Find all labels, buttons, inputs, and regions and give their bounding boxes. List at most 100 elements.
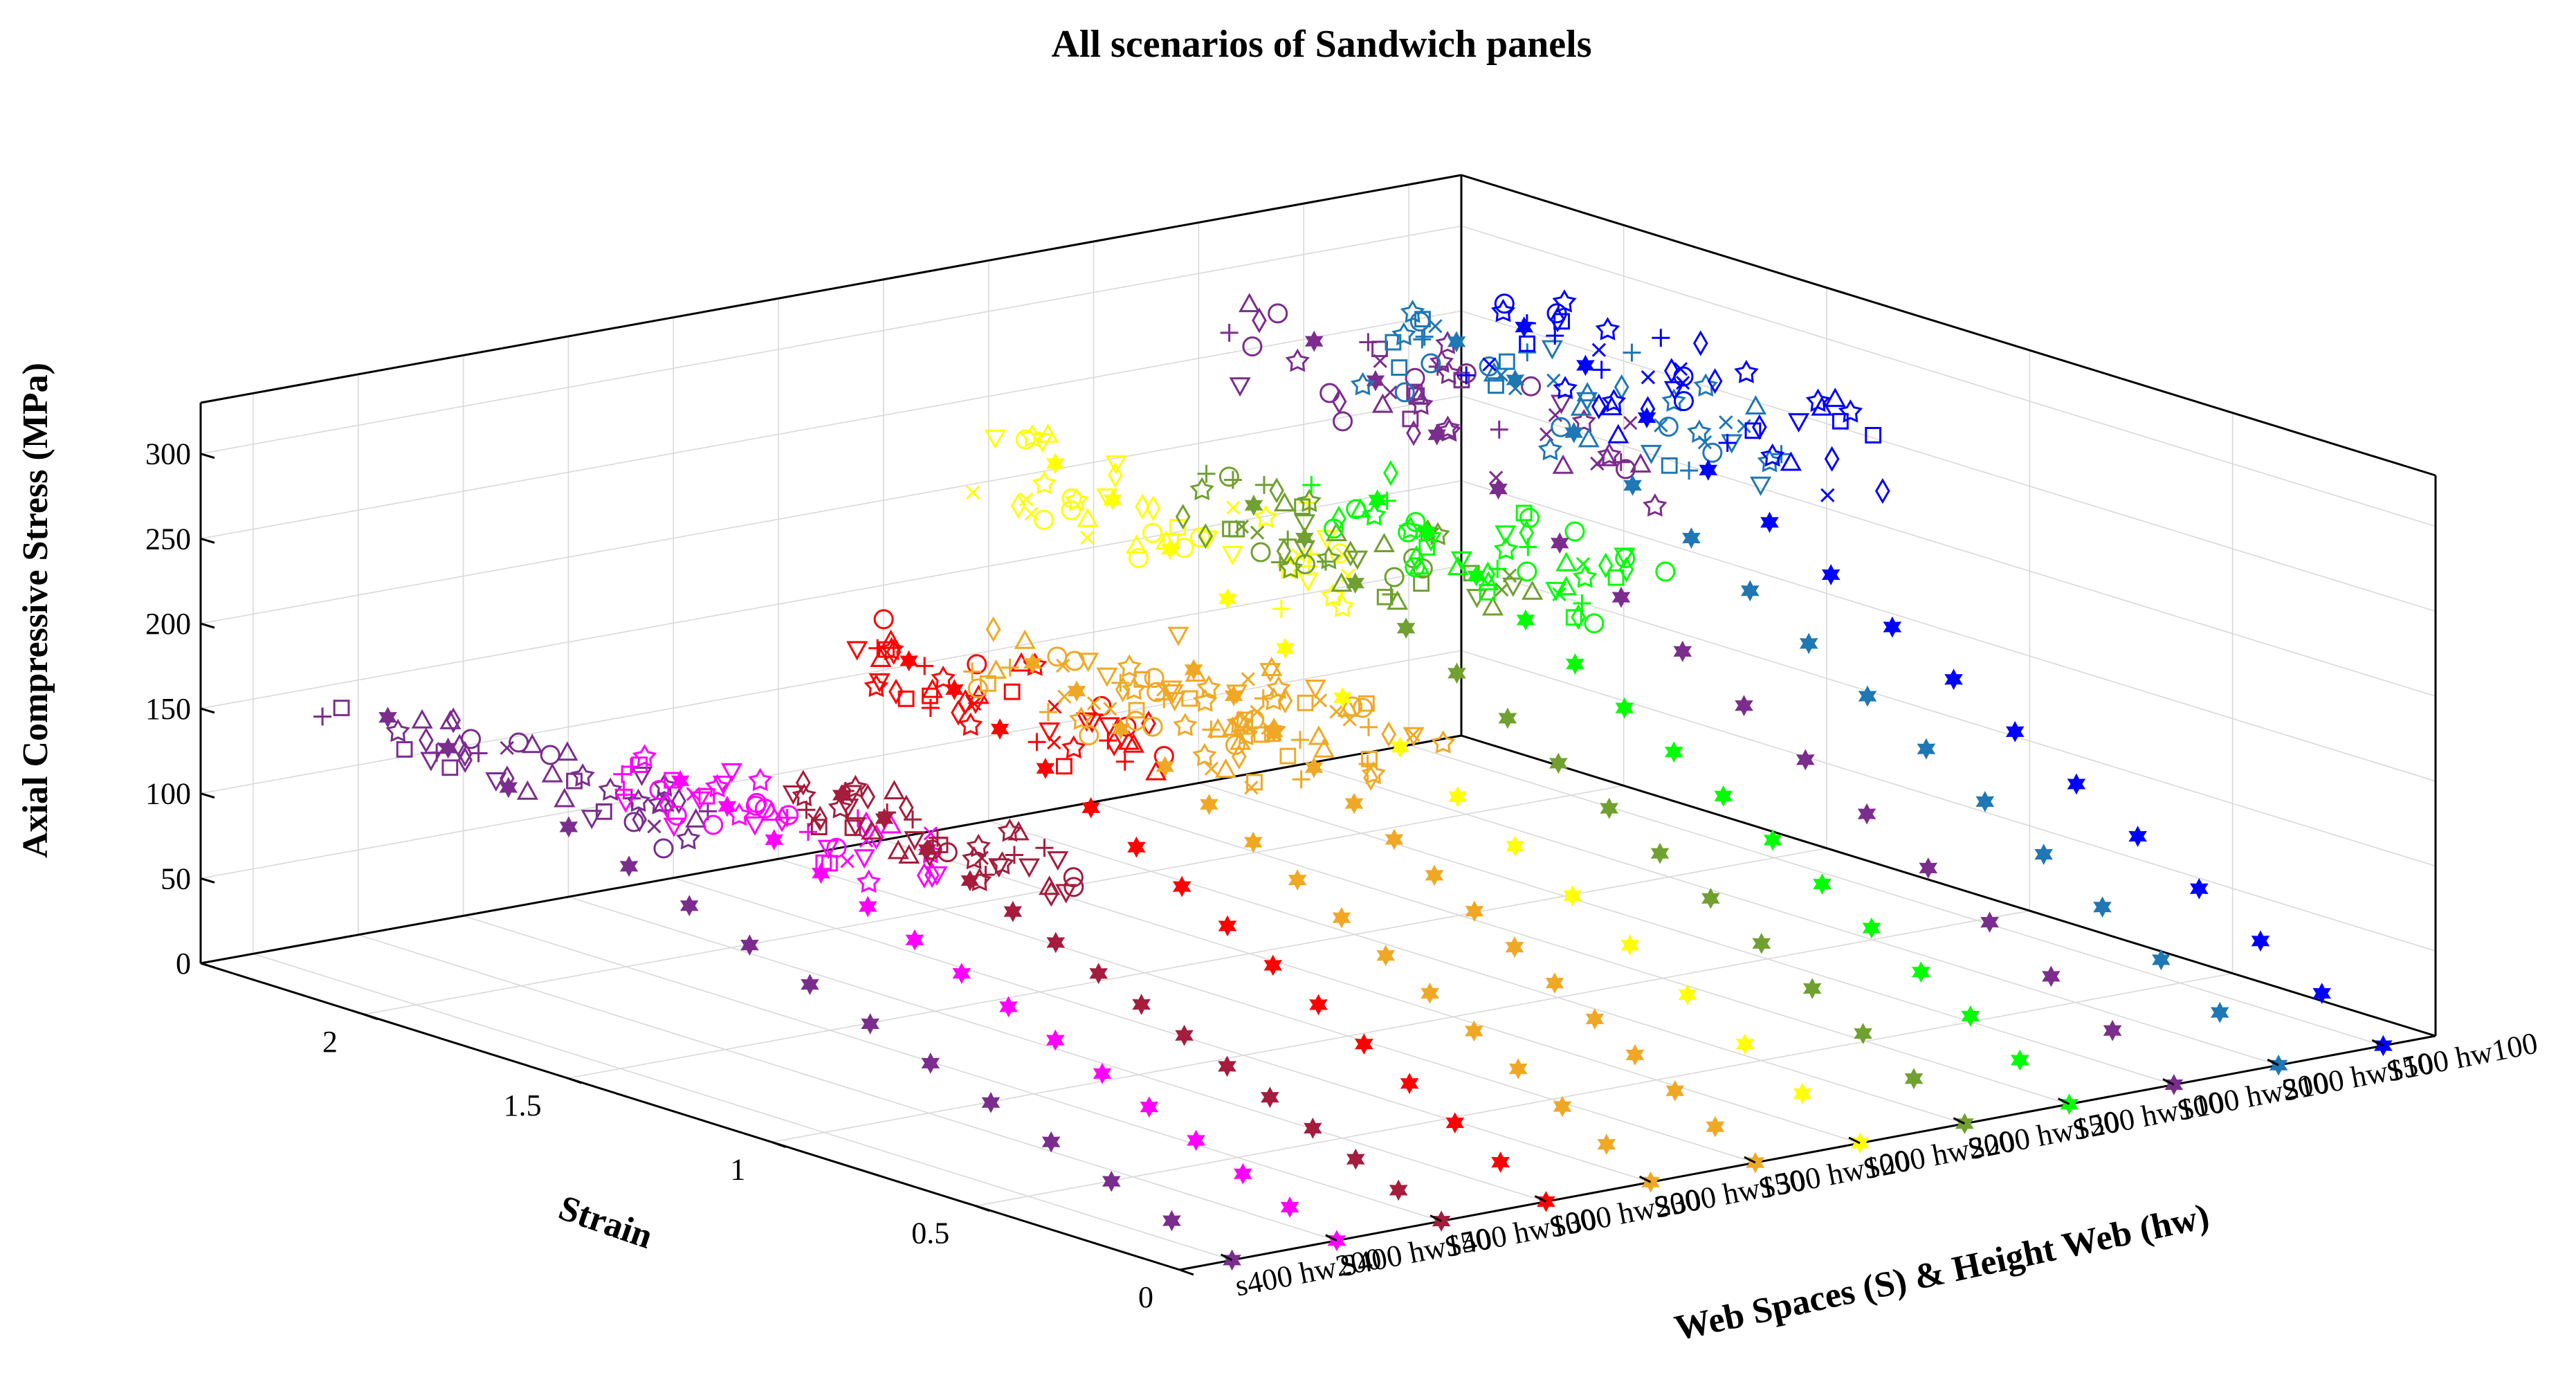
data-point	[630, 767, 653, 787]
data-point	[1788, 413, 1810, 433]
data-point	[570, 763, 595, 787]
data-point	[821, 855, 838, 872]
floor-gridline	[568, 896, 1546, 1203]
data-point	[1465, 1020, 1483, 1042]
data-point	[2042, 965, 2061, 987]
data-point	[1125, 534, 1148, 554]
data-point	[1198, 523, 1214, 549]
floor-gridline	[778, 858, 1756, 1163]
data-point	[1640, 396, 1656, 422]
strain-tick-label: 1.5	[504, 1089, 542, 1122]
wall-gridline	[1461, 480, 2436, 782]
data-point	[1068, 707, 1094, 730]
data-point	[1035, 839, 1054, 857]
z-tick-mark	[200, 962, 215, 969]
data-point	[2005, 720, 2025, 743]
data-point	[952, 963, 971, 984]
data-point	[1103, 489, 1122, 511]
data-point	[631, 756, 648, 774]
data-point	[1140, 1096, 1159, 1118]
data-point	[1142, 716, 1163, 737]
data-point	[1385, 828, 1404, 850]
data-point	[1250, 704, 1264, 719]
data-point	[1707, 368, 1723, 394]
data-point	[727, 802, 752, 826]
data-point	[1294, 514, 1316, 534]
data-point	[1288, 869, 1307, 891]
data-point	[1799, 632, 1818, 655]
floor-gridline	[1304, 763, 2279, 1066]
data-point	[614, 793, 637, 813]
data-point	[500, 740, 514, 756]
data-point	[1045, 1029, 1065, 1051]
data-point	[1431, 730, 1456, 754]
data-point	[1252, 307, 1267, 334]
data-point	[439, 709, 462, 729]
data-point	[1384, 567, 1405, 588]
data-point	[1546, 327, 1564, 345]
data-point	[1515, 316, 1534, 338]
data-point	[967, 654, 987, 675]
floor-gridline	[1198, 782, 2175, 1086]
strain-tick-mark	[771, 1141, 786, 1148]
data-point	[1383, 385, 1398, 400]
data-point	[1192, 743, 1217, 767]
data-point	[1047, 851, 1069, 871]
data-point	[1221, 545, 1243, 565]
data-point	[1015, 429, 1036, 450]
data-point	[1020, 424, 1045, 448]
data-point	[1980, 911, 1999, 933]
data-point	[1623, 474, 1642, 496]
data-point	[988, 858, 1010, 878]
floor-gridline	[567, 847, 1827, 1079]
data-point	[861, 820, 883, 840]
data-point	[1403, 727, 1425, 747]
data-point	[1481, 596, 1504, 616]
data-point	[1552, 454, 1574, 474]
data-point	[1405, 557, 1425, 578]
data-point	[1032, 471, 1057, 495]
data-point	[1027, 733, 1046, 752]
data-point	[1425, 864, 1444, 886]
data-point	[1292, 770, 1310, 789]
data-point	[1081, 796, 1101, 819]
data-point	[623, 812, 644, 832]
data-point	[1362, 502, 1387, 526]
data-point	[1382, 585, 1400, 604]
category-tick-mark	[1744, 1156, 1756, 1164]
data-point	[1623, 415, 1638, 430]
data-point	[313, 707, 332, 726]
data-point	[1563, 884, 1582, 907]
data-point	[990, 718, 1010, 740]
data-point	[1007, 821, 1030, 841]
data-point	[1333, 411, 1353, 432]
data-point	[1477, 571, 1499, 591]
data-point	[1516, 609, 1535, 631]
data-point	[1225, 684, 1248, 704]
data-point	[1506, 835, 1525, 857]
data-point	[721, 763, 743, 783]
data-point	[632, 806, 648, 832]
data-point	[1218, 588, 1237, 610]
data-point	[1376, 588, 1394, 605]
data-point	[1047, 646, 1068, 667]
data-point	[1427, 424, 1447, 446]
data-point	[846, 641, 868, 661]
data-point	[1332, 907, 1351, 929]
data-point	[922, 687, 938, 704]
data-point	[1297, 694, 1314, 711]
data-point	[1019, 492, 1034, 507]
data-point	[1043, 881, 1059, 907]
data-point	[1189, 527, 1210, 548]
floor-gridline	[771, 910, 2030, 1143]
data-point	[1056, 758, 1072, 775]
data-point	[1824, 446, 1840, 472]
data-point	[1744, 395, 1767, 415]
data-point	[1447, 331, 1466, 353]
data-point	[1483, 362, 1505, 382]
chart-title: All scenarios of Sandwich panels	[1052, 23, 1592, 66]
data-point	[396, 741, 413, 758]
data-point	[1234, 1163, 1252, 1185]
data-point	[1250, 542, 1271, 563]
data-point	[1428, 319, 1443, 334]
